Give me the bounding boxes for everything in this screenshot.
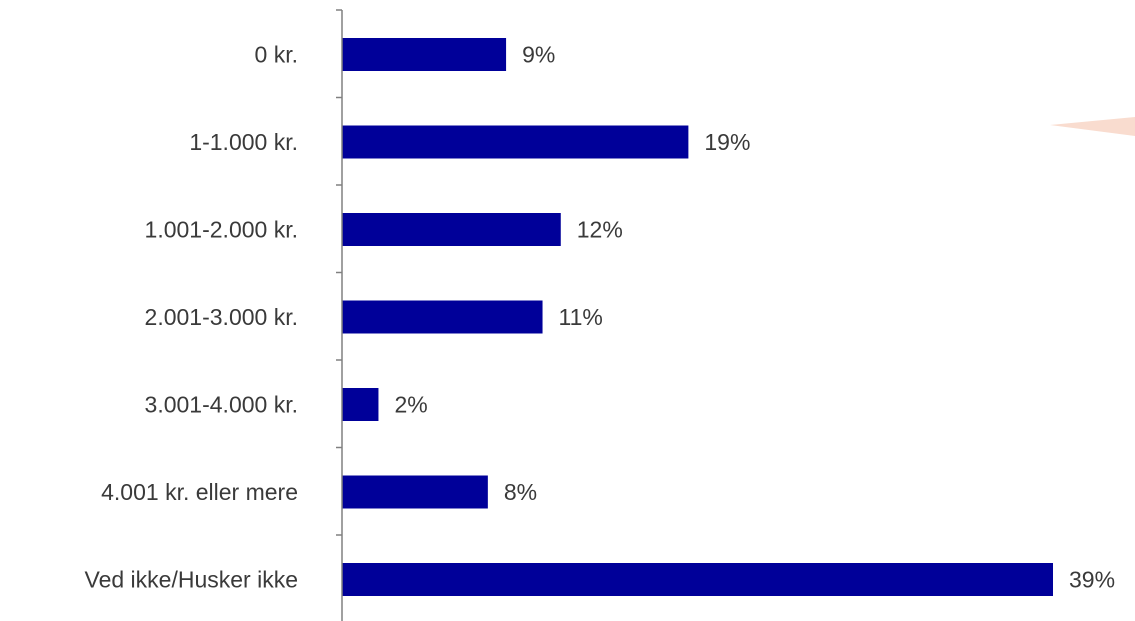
bar <box>342 38 507 71</box>
bar <box>342 125 689 159</box>
data-label: 9% <box>522 42 555 68</box>
data-label: 19% <box>704 129 750 155</box>
data-label: 39% <box>1069 567 1115 593</box>
decorative-wedge <box>1050 117 1135 136</box>
bars-group <box>342 38 1053 596</box>
data-label: 2% <box>394 392 427 418</box>
category-label: 0 kr. <box>255 42 298 68</box>
bar <box>342 213 561 246</box>
category-label: 3.001-4.000 kr. <box>145 392 298 418</box>
category-labels-group: 0 kr. 1-1.000 kr. 1.001-2.000 kr. 2.001-3.0… <box>85 42 298 593</box>
category-label: 1.001-2.000 kr. <box>145 217 298 243</box>
bar <box>342 300 543 334</box>
bar <box>342 475 488 509</box>
y-axis <box>336 9 343 621</box>
data-label: 11% <box>559 304 603 330</box>
category-label: Ved ikke/Husker ikke <box>85 567 298 593</box>
category-label: 1-1.000 kr. <box>189 129 298 155</box>
category-label: 2.001-3.000 kr. <box>145 304 298 330</box>
data-label: 12% <box>577 217 623 243</box>
bar <box>342 388 379 421</box>
category-label: 4.001 kr. eller mere <box>101 479 298 505</box>
data-label: 8% <box>504 479 537 505</box>
bar <box>342 563 1053 596</box>
value-labels-group: 9% 19% 12% 11% 2% 8% 39% <box>394 42 1115 593</box>
